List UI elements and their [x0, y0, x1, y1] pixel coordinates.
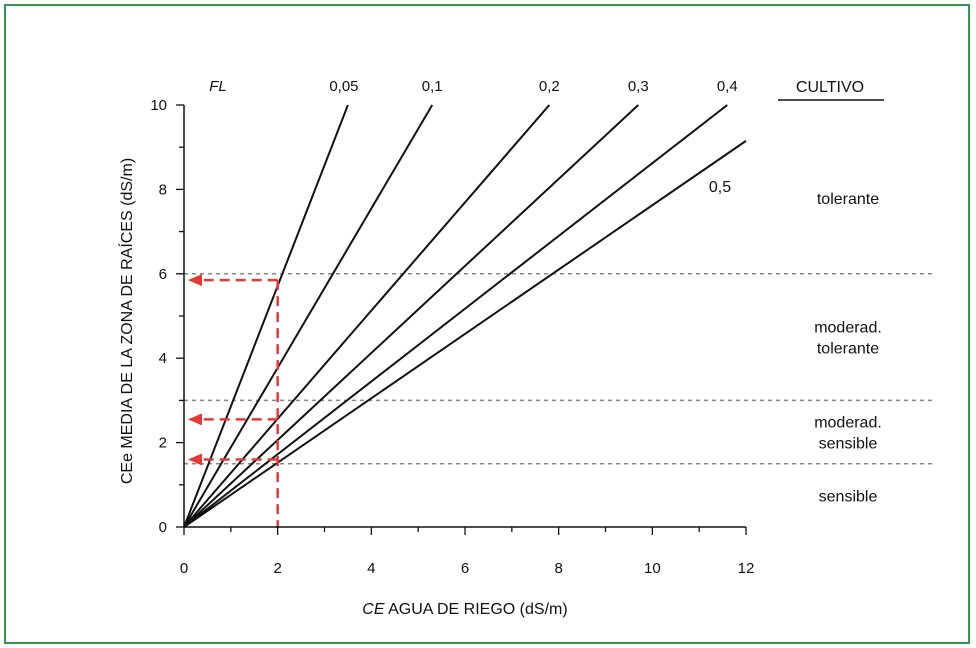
- zone-label-2-1: sensible: [819, 436, 878, 453]
- series-label-3: 0,3: [628, 78, 649, 95]
- y-tick-label-0: 0: [159, 519, 167, 536]
- y-tick-label-4: 8: [159, 181, 167, 198]
- x-tick-label-4: 8: [554, 560, 562, 577]
- figure-frame: [4, 4, 970, 644]
- zone-label-0-0: tolerante: [817, 191, 879, 208]
- series-label-4: 0,4: [717, 78, 738, 95]
- x-axis-label-text: AGUA DE RIEGO (dS/m): [385, 601, 568, 618]
- example-arrow-1: [188, 413, 202, 426]
- fl-line-3: [183, 104, 639, 528]
- x-tick-label-6: 12: [738, 560, 755, 577]
- x-tick-label-0: 0: [180, 560, 188, 577]
- crop-header: CULTIVO: [796, 79, 864, 96]
- x-tick-label-2: 4: [367, 560, 375, 577]
- x-axis-label: CE AGUA DE RIEGO (dS/m): [362, 601, 567, 618]
- y-tick-label-5: 10: [150, 97, 167, 114]
- series-label-2: 0,2: [539, 78, 560, 95]
- fl-line-4: [183, 104, 728, 528]
- series-label-0: 0,05: [329, 78, 358, 95]
- y-tick-label-3: 6: [159, 266, 167, 283]
- y-axis-label: CEe MEDIA DE LA ZONA DE RAÍCES (dS/m): [117, 158, 136, 484]
- x-axis-label-italic: CE: [362, 601, 385, 618]
- zone-label-2-0: moderad.: [814, 415, 882, 432]
- zone-label-1-1: tolerante: [817, 341, 879, 358]
- x-tick-label-1: 2: [273, 560, 281, 577]
- fl-line-0: [183, 104, 349, 528]
- fl-line-5: [183, 140, 747, 528]
- x-tick-label-3: 6: [461, 560, 469, 577]
- series-label-5: 0,5: [709, 179, 731, 196]
- fl-line-2: [183, 104, 551, 528]
- zone-label-1-0: moderad.: [814, 320, 882, 337]
- y-tick-label-1: 2: [159, 435, 167, 452]
- x-tick-label-5: 10: [644, 560, 661, 577]
- fl-line-1: [183, 104, 434, 528]
- y-tick-label-2: 4: [159, 350, 167, 367]
- series-label-1: 0,1: [422, 78, 443, 95]
- example-arrow-0: [188, 274, 202, 287]
- example-arrow-2: [188, 453, 202, 466]
- zone-label-3-0: sensible: [819, 488, 878, 505]
- fl-label: FL: [209, 78, 227, 95]
